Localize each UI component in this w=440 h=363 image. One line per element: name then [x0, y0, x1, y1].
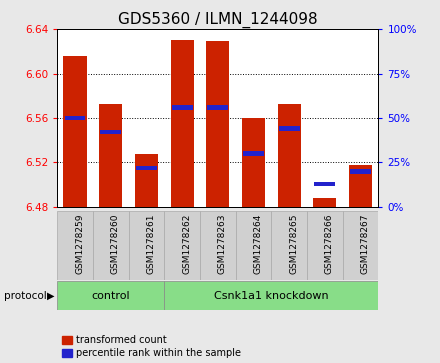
- Bar: [349, 165, 372, 207]
- Text: control: control: [92, 291, 130, 301]
- Bar: [100, 130, 121, 134]
- Bar: [207, 105, 228, 110]
- Bar: [99, 103, 122, 207]
- Text: protocol: protocol: [4, 291, 47, 301]
- Legend: transformed count, percentile rank within the sample: transformed count, percentile rank withi…: [62, 335, 241, 358]
- Text: GSM1278265: GSM1278265: [289, 214, 298, 274]
- Bar: [200, 211, 236, 280]
- Bar: [206, 41, 229, 207]
- Bar: [313, 198, 337, 207]
- Title: GDS5360 / ILMN_1244098: GDS5360 / ILMN_1244098: [118, 12, 318, 28]
- Bar: [135, 154, 158, 207]
- Text: GSM1278266: GSM1278266: [325, 214, 334, 274]
- Bar: [271, 211, 307, 280]
- Bar: [164, 281, 378, 310]
- Bar: [343, 211, 378, 280]
- Bar: [242, 118, 265, 207]
- Bar: [136, 166, 157, 170]
- Text: GSM1278264: GSM1278264: [253, 214, 263, 274]
- Bar: [350, 169, 371, 174]
- Bar: [93, 211, 128, 280]
- Text: Csnk1a1 knockdown: Csnk1a1 knockdown: [214, 291, 329, 301]
- Text: GSM1278259: GSM1278259: [75, 214, 84, 274]
- Bar: [57, 281, 164, 310]
- Bar: [315, 182, 335, 186]
- Bar: [171, 40, 194, 207]
- Bar: [128, 211, 164, 280]
- Text: GSM1278262: GSM1278262: [182, 214, 191, 274]
- Bar: [57, 211, 93, 280]
- Bar: [65, 116, 85, 120]
- Bar: [243, 151, 264, 156]
- Text: GSM1278267: GSM1278267: [360, 214, 370, 274]
- Text: GSM1278260: GSM1278260: [111, 214, 120, 274]
- Bar: [307, 211, 343, 280]
- Bar: [63, 56, 87, 207]
- Text: GSM1278261: GSM1278261: [147, 214, 155, 274]
- Bar: [279, 126, 300, 131]
- Bar: [236, 211, 271, 280]
- Bar: [278, 103, 301, 207]
- Bar: [172, 105, 193, 110]
- Text: GSM1278263: GSM1278263: [218, 214, 227, 274]
- Bar: [164, 211, 200, 280]
- Text: ▶: ▶: [47, 291, 55, 301]
